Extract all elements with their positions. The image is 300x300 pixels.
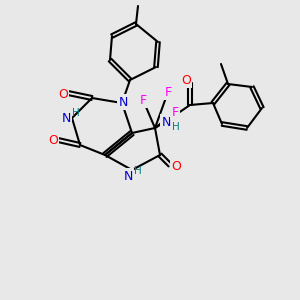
Text: N: N bbox=[161, 116, 171, 128]
Text: O: O bbox=[48, 134, 58, 146]
Text: O: O bbox=[58, 88, 68, 101]
Text: F: F bbox=[171, 106, 178, 118]
Text: F: F bbox=[140, 94, 147, 106]
Text: O: O bbox=[171, 160, 181, 173]
Text: H: H bbox=[172, 122, 180, 132]
Text: F: F bbox=[164, 85, 172, 98]
Text: H: H bbox=[134, 166, 142, 176]
Text: N: N bbox=[61, 112, 71, 124]
Text: N: N bbox=[118, 95, 128, 109]
Text: N: N bbox=[123, 169, 133, 182]
Text: H: H bbox=[72, 108, 80, 118]
Text: O: O bbox=[181, 74, 191, 86]
